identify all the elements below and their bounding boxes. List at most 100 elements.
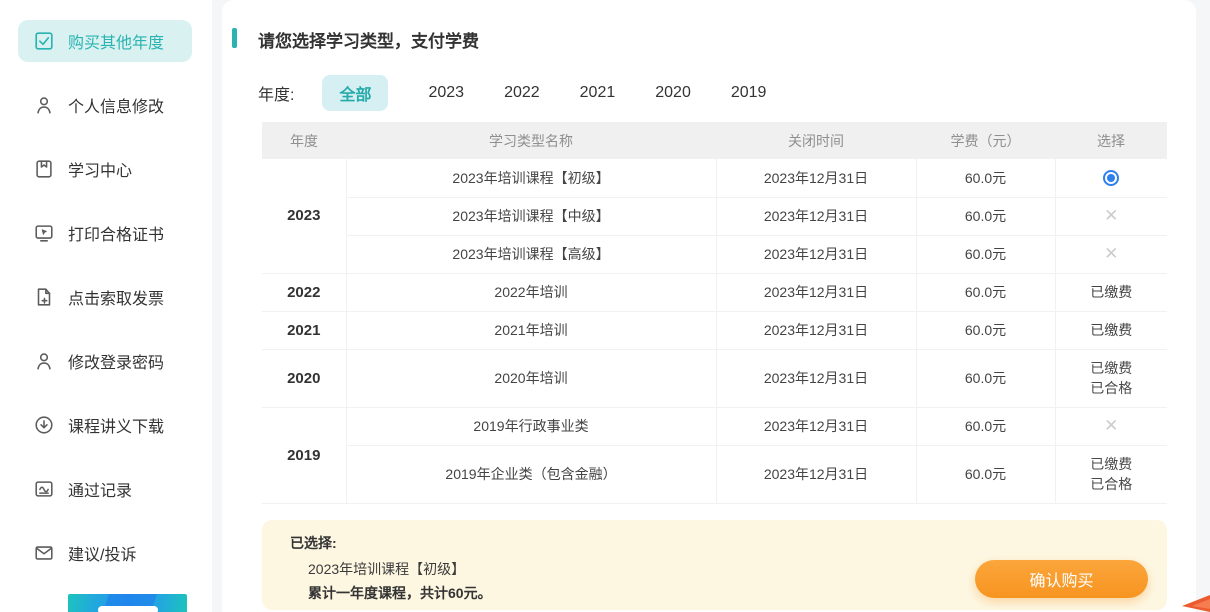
close-time-cell: 2023年12月31日 [716, 159, 917, 198]
sidebar: 购买其他年度 个人信息修改 学习中心 打印合格证书 点击索取发票 [0, 0, 212, 612]
fee-cell: 60.0元 [916, 235, 1056, 274]
sidebar-item-buy-other-years[interactable]: 购买其他年度 [0, 9, 212, 73]
user-icon [33, 350, 55, 372]
fee-cell: 60.0元 [916, 197, 1056, 236]
year-cell: 2021 [262, 311, 347, 350]
sidebar-item-label: 建议/投诉 [68, 547, 137, 564]
selection-summary-panel: 已选择: 2023年培训课程【初级】 累计一年度课程，共计60元。 确认购买 [262, 520, 1167, 610]
sidebar-item-label: 点击索取发票 [68, 291, 165, 308]
year-filter-option-2020[interactable]: 2020 [655, 84, 691, 101]
selected-label: 已选择: [290, 535, 337, 551]
course-name-cell: 2020年培训 [346, 349, 717, 408]
col-header-select: 选择 [1055, 122, 1167, 159]
status-cell: 已缴费 [1055, 273, 1167, 312]
close-time-cell: 2023年12月31日 [716, 349, 917, 408]
radio-selected[interactable] [1103, 170, 1120, 187]
sidebar-item-personal-info[interactable]: 个人信息修改 [0, 73, 212, 137]
close-time-cell: 2023年12月31日 [716, 235, 917, 274]
confirm-purchase-button[interactable]: 确认购买 [975, 560, 1148, 598]
corner-flag-icon [1182, 595, 1210, 612]
year-filter-label: 年度: [258, 87, 295, 104]
year-filter-option-2019[interactable]: 2019 [730, 84, 767, 101]
checkbox-check-icon [33, 30, 55, 52]
monitor-icon [33, 222, 55, 244]
mail-icon [33, 542, 55, 564]
sidebar-item-learning-center[interactable]: 学习中心 [0, 137, 212, 201]
table-row: 2020 2020年培训 2023年12月31日 60.0元 已缴费 已合格 [262, 349, 1167, 408]
year-cell: 2023 [262, 159, 347, 274]
status-passed: 已合格 [1090, 476, 1133, 492]
sidebar-item-download-handouts[interactable]: 课程讲义下载 [0, 393, 212, 457]
table-row: 2021 2021年培训 2023年12月31日 60.0元 已缴费 [262, 311, 1167, 350]
sidebar-item-label: 通过记录 [68, 483, 133, 500]
book-icon [33, 158, 55, 180]
fee-cell: 60.0元 [916, 349, 1056, 408]
main-content-card: 请您选择学习类型，支付学费 年度: 全部 2023 2022 2021 2020… [222, 0, 1196, 612]
year-filter: 年度: 全部 2023 2022 2021 2020 2019 [258, 75, 806, 111]
col-header-course-name: 学习类型名称 [346, 122, 716, 159]
sidebar-item-label: 打印合格证书 [68, 227, 165, 244]
table-header-row: 年度 学习类型名称 关闭时间 学费（元） 选择 [262, 122, 1167, 159]
fee-cell: 60.0元 [916, 311, 1056, 350]
fee-cell: 60.0元 [916, 445, 1056, 504]
year-cell: 2019 [262, 407, 347, 504]
sidebar-item-pass-records[interactable]: 通过记录 [0, 457, 212, 521]
not-selectable-icon: ✕ [1104, 244, 1119, 263]
file-plus-icon [33, 286, 55, 308]
fee-cell: 60.0元 [916, 159, 1056, 198]
sidebar-promo-banner[interactable] [68, 594, 187, 612]
table-row: 2022 2022年培训 2023年12月31日 60.0元 已缴费 [262, 273, 1167, 312]
table-row: 2019年企业类（包含金融） 2023年12月31日 60.0元 已缴费 已合格 [262, 445, 1167, 504]
sidebar-item-get-invoice[interactable]: 点击索取发票 [0, 265, 212, 329]
course-table: 年度 学习类型名称 关闭时间 学费（元） 选择 2023 2023年培训课程【初… [262, 122, 1167, 504]
page-title: 请您选择学习类型，支付学费 [258, 32, 479, 51]
sidebar-item-change-password[interactable]: 修改登录密码 [0, 329, 212, 393]
year-filter-option-2023[interactable]: 2023 [428, 84, 465, 101]
year-cell: 2020 [262, 349, 347, 408]
sidebar-item-print-certificate[interactable]: 打印合格证书 [0, 201, 212, 265]
status-cell: 已缴费 [1055, 311, 1167, 350]
select-cell: ✕ [1055, 407, 1167, 446]
year-cell: 2022 [262, 273, 347, 312]
status-cell: 已缴费 已合格 [1055, 349, 1167, 408]
not-selectable-icon: ✕ [1104, 416, 1119, 435]
status-paid: 已缴费 [1090, 456, 1133, 472]
col-header-fee: 学费（元） [916, 122, 1055, 159]
close-time-cell: 2023年12月31日 [716, 445, 917, 504]
status-cell: 已缴费 已合格 [1055, 445, 1167, 504]
select-cell: ✕ [1055, 235, 1167, 274]
table-row: 2023年培训课程【高级】 2023年12月31日 60.0元 ✕ [262, 235, 1167, 274]
title-accent-bar [232, 28, 237, 48]
status-paid: 已缴费 [1090, 360, 1133, 376]
sidebar-item-label: 学习中心 [68, 163, 133, 180]
table-row: 2023年培训课程【中级】 2023年12月31日 60.0元 ✕ [262, 197, 1167, 236]
user-icon [33, 94, 55, 116]
sidebar-nav: 购买其他年度 个人信息修改 学习中心 打印合格证书 点击索取发票 [0, 0, 212, 585]
close-time-cell: 2023年12月31日 [716, 407, 917, 446]
year-filter-option-2021[interactable]: 2021 [579, 84, 616, 101]
sidebar-item-label: 修改登录密码 [68, 355, 165, 372]
close-time-cell: 2023年12月31日 [716, 311, 917, 350]
year-filter-option-all[interactable]: 全部 [322, 75, 389, 111]
close-time-cell: 2023年12月31日 [716, 197, 917, 236]
fee-cell: 60.0元 [916, 407, 1056, 446]
record-icon [33, 478, 55, 500]
sidebar-item-label: 购买其他年度 [68, 35, 165, 52]
download-icon [33, 414, 55, 436]
status-passed: 已合格 [1090, 380, 1133, 396]
year-filter-option-2022[interactable]: 2022 [504, 84, 540, 101]
sidebar-item-label: 课程讲义下载 [68, 419, 165, 436]
selected-total: 累计一年度课程，共计60元。 [308, 585, 492, 601]
col-header-year: 年度 [262, 122, 346, 159]
course-name-cell: 2023年培训课程【初级】 [346, 159, 717, 198]
fee-cell: 60.0元 [916, 273, 1056, 312]
sidebar-item-label: 个人信息修改 [68, 99, 165, 116]
select-cell: ✕ [1055, 197, 1167, 236]
col-header-close-time: 关闭时间 [716, 122, 916, 159]
close-time-cell: 2023年12月31日 [716, 273, 917, 312]
table-row: 2019 2019年行政事业类 2023年12月31日 60.0元 ✕ [262, 407, 1167, 504]
sidebar-item-suggestions[interactable]: 建议/投诉 [0, 521, 212, 585]
banner-decoration [98, 606, 158, 612]
course-name-cell: 2023年培训课程【中级】 [346, 197, 717, 236]
select-cell [1055, 159, 1167, 198]
